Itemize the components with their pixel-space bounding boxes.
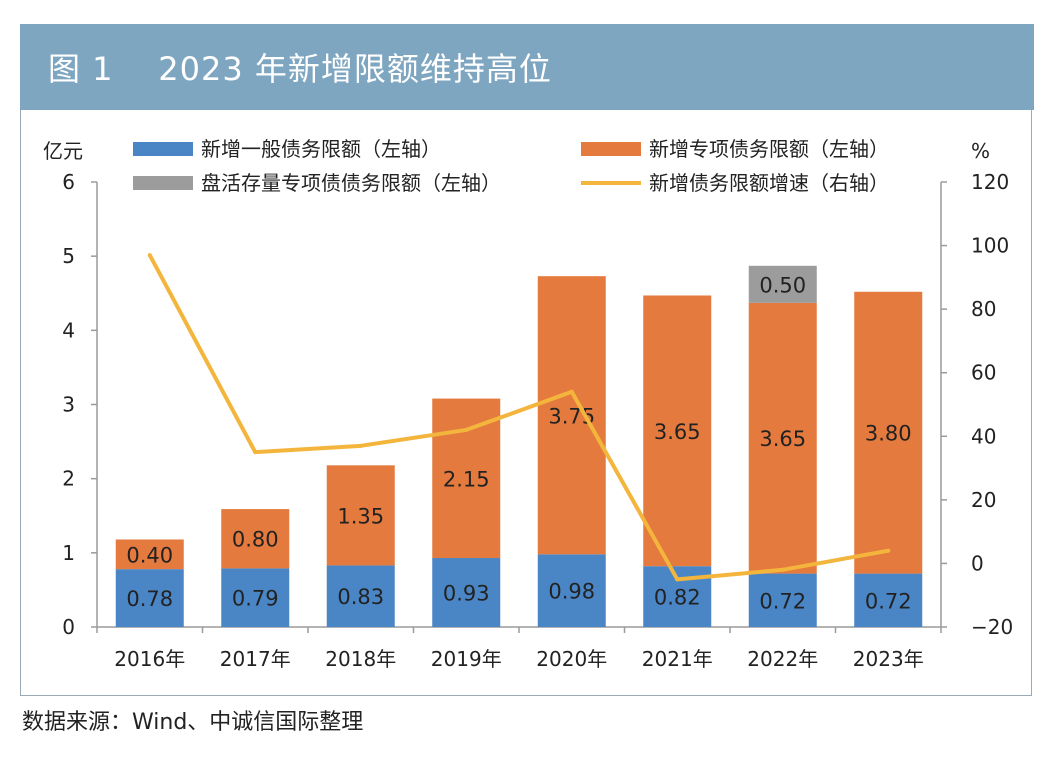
line-growth-point bbox=[464, 427, 469, 432]
bar-general bbox=[854, 573, 923, 627]
data-label-general: 0.82 bbox=[654, 586, 701, 610]
chart-frame: 0 1 2 3 4 5 6 −20 0 20 40 60 80 100 120 亿元% 2016年 2017年 20… bbox=[20, 110, 1032, 696]
bar-special bbox=[326, 465, 395, 566]
bar-special bbox=[537, 276, 606, 555]
y-left-tick-label: 3 bbox=[62, 393, 75, 417]
figure-title: 图 1 2023 年新增限额维持高位 bbox=[48, 44, 552, 90]
figure-title-text: 2023 年新增限额维持高位 bbox=[158, 50, 552, 88]
data-label-general: 0.93 bbox=[443, 582, 490, 606]
y-left-tick-label: 1 bbox=[62, 541, 75, 565]
data-label-stock: 0.50 bbox=[759, 273, 806, 297]
bar-general bbox=[326, 565, 395, 627]
y-right-tick-label: 120 bbox=[971, 170, 1009, 194]
x-tick-label: 2020年 bbox=[536, 647, 607, 671]
y-right-tick-label: 0 bbox=[971, 551, 984, 575]
legend-stock-label: 盘活存量专项债债务限额（左轴） bbox=[201, 171, 501, 195]
bar-general bbox=[221, 568, 290, 627]
legend-special-label: 新增专项债务限额（左轴） bbox=[649, 137, 889, 161]
line-growth-point bbox=[569, 389, 574, 394]
y-left-tick-label: 4 bbox=[62, 318, 75, 342]
data-label-special: 3.65 bbox=[654, 420, 701, 444]
y-right-unit: % bbox=[971, 139, 990, 163]
data-label-general: 0.72 bbox=[759, 589, 806, 613]
line-growth-point bbox=[780, 567, 785, 572]
line-growth-point bbox=[886, 548, 891, 553]
y-right-tick-label: 60 bbox=[971, 361, 996, 385]
bar-special bbox=[432, 398, 501, 559]
data-label-general: 0.98 bbox=[548, 580, 595, 604]
legend-general-swatch bbox=[133, 142, 193, 156]
line-growth-point bbox=[253, 450, 258, 455]
x-tick-label: 2017年 bbox=[220, 647, 291, 671]
data-label-general: 0.72 bbox=[865, 589, 912, 613]
figure-label: 图 1 bbox=[48, 50, 114, 88]
data-label-general: 0.83 bbox=[337, 585, 384, 609]
data-label-special: 3.65 bbox=[759, 427, 806, 451]
y-right-tick-label: 20 bbox=[971, 488, 996, 512]
x-tick-label: 2019年 bbox=[431, 647, 502, 671]
line-growth-point bbox=[675, 577, 680, 582]
x-tick-label: 2023年 bbox=[853, 647, 924, 671]
y-left-tick-label: 0 bbox=[62, 615, 75, 639]
bar-general bbox=[115, 569, 184, 627]
bar-special bbox=[221, 509, 290, 569]
x-tick-label: 2022年 bbox=[747, 647, 818, 671]
source-note: 数据来源：Wind、中诚信国际整理 bbox=[22, 710, 364, 735]
x-tick-label: 2021年 bbox=[642, 647, 713, 671]
y-left-tick-label: 6 bbox=[62, 170, 75, 194]
legend-general-label: 新增一般债务限额（左轴） bbox=[201, 137, 441, 161]
data-label-special: 0.40 bbox=[126, 543, 173, 567]
bar-general bbox=[432, 558, 501, 627]
data-label-special: 3.80 bbox=[865, 422, 912, 446]
bar-general bbox=[748, 573, 817, 627]
line-growth-point bbox=[147, 253, 152, 258]
y-right-tick-label: 80 bbox=[971, 297, 996, 321]
line-growth-point bbox=[358, 443, 363, 448]
y-left-tick-label: 5 bbox=[62, 244, 75, 268]
x-tick-label: 2018年 bbox=[325, 647, 396, 671]
legend-growth-label: 新增债务限额增速（右轴） bbox=[649, 171, 889, 195]
data-label-special: 2.15 bbox=[443, 467, 490, 491]
bar-special bbox=[643, 295, 712, 567]
legend-stock-swatch bbox=[133, 176, 193, 190]
data-label-special: 0.80 bbox=[232, 528, 279, 552]
x-tick-label: 2016年 bbox=[114, 647, 185, 671]
data-label-special: 1.35 bbox=[337, 504, 384, 528]
figure-title-bar: 图 1 2023 年新增限额维持高位 bbox=[20, 24, 1034, 110]
bar-special bbox=[115, 539, 184, 570]
y-right-tick-label: 100 bbox=[971, 234, 1009, 258]
line-growth bbox=[147, 254, 889, 582]
y-right-tick-label: −20 bbox=[971, 615, 1013, 639]
bar-special bbox=[854, 291, 923, 574]
y-left-tick-label: 2 bbox=[62, 467, 75, 491]
y-left-unit: 亿元 bbox=[43, 139, 83, 163]
legend-special-swatch bbox=[581, 142, 641, 156]
bar-special bbox=[748, 302, 817, 574]
data-label-general: 0.79 bbox=[232, 587, 279, 611]
chart: 0 1 2 3 4 5 6 −20 0 20 40 60 80 100 120 亿元 % 2016年 2017年 20… bbox=[43, 137, 1013, 671]
bar-general bbox=[537, 554, 606, 627]
y-right-tick-label: 40 bbox=[971, 424, 996, 448]
data-label-general: 0.78 bbox=[126, 587, 173, 611]
bar-stock bbox=[748, 265, 817, 303]
